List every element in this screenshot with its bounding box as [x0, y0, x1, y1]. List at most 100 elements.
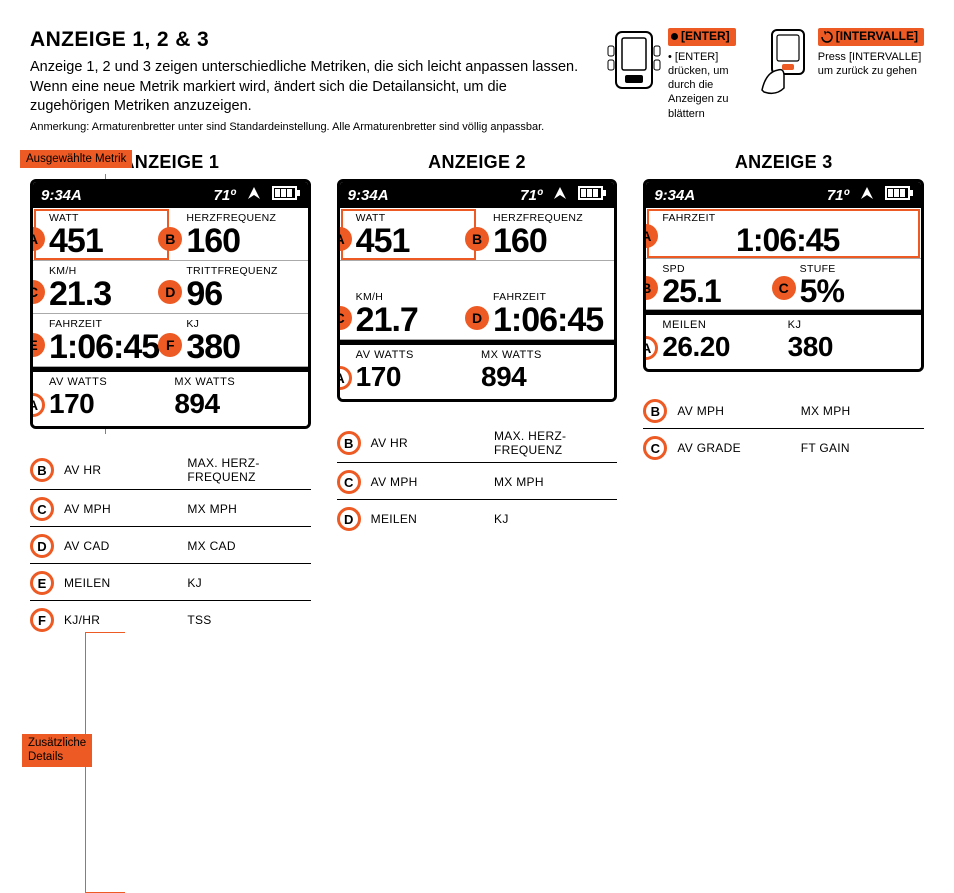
heading-icon: [552, 185, 568, 205]
metric-value: 380: [186, 330, 299, 364]
description: Anzeige 1, 2 und 3 zeigen unterschiedlic…: [30, 58, 590, 117]
device-frame: 9:34A 71º A FAHRZEIT 1:06:45 B SPD 25.1 …: [643, 179, 924, 372]
column-title: ANZEIGE 2: [337, 152, 618, 173]
metric-cell: B SPD 25.1: [646, 259, 783, 310]
device-frame: 9:34A 71º A WATT 451 B HERZFREQUENZ 160 …: [30, 179, 311, 429]
battery-icon: [578, 186, 606, 204]
summary-row: A AV WATTS170 MX WATTS894: [340, 340, 615, 399]
metric-cell: E FAHRZEIT 1:06:45: [33, 314, 170, 367]
detail-list: B AV HR MAX. HERZ- FREQUENZ C AV MPH MX …: [337, 422, 618, 536]
metric-cell: C KM/H 21.3: [33, 261, 170, 314]
metric-value: 1:06:45: [49, 330, 162, 364]
detail-col-1: AV CAD: [64, 539, 187, 553]
device-icon: [606, 28, 662, 102]
detail-badge-C: C: [643, 436, 667, 460]
intervalle-text: [INTERVALLE] Press [INTERVALLE] um zurüc…: [818, 28, 924, 78]
detail-col-1: KJ/HR: [64, 613, 187, 627]
metric-value: 25.1: [662, 275, 775, 307]
metric-cell: C KM/H 21.7: [340, 287, 477, 340]
summary-row: A AV WATTS170 MX WATTS894: [33, 367, 308, 426]
enter-button-label: [ENTER]: [668, 28, 736, 46]
detail-col-1: AV HR: [64, 463, 187, 477]
metric-value: 1:06:45: [493, 303, 606, 337]
status-temp: 71º: [827, 187, 849, 204]
detail-col-1: AV MPH: [677, 404, 800, 418]
detail-col-1: AV MPH: [371, 475, 494, 489]
summary-value: 170: [356, 361, 481, 393]
detail-col-2: MAX. HERZ- FREQUENZ: [494, 429, 617, 457]
detail-col-2: MX CAD: [187, 539, 310, 553]
heading-icon: [246, 185, 262, 205]
status-time: 9:34A: [348, 187, 389, 204]
letter-badge-B: B: [158, 227, 182, 251]
summary-badge-A: A: [337, 366, 352, 390]
summary-label: AV WATTS: [49, 376, 174, 388]
metric-cell-big: A FAHRZEIT 1:06:45: [646, 208, 921, 259]
status-temp: 71º: [214, 187, 236, 204]
summary-value: 380: [788, 331, 913, 363]
detail-col-1: AV GRADE: [677, 441, 800, 455]
summary-label: AV WATTS: [356, 349, 481, 361]
metric-value: 160: [493, 224, 606, 258]
column-anzeige-1: ANZEIGE 1 9:34A 71º A WATT 451 B HERZFRE…: [30, 152, 311, 637]
detail-row: C AV GRADE FT GAIN: [643, 429, 924, 465]
detail-row: D MEILEN KJ: [337, 500, 618, 536]
detail-row: B AV HR MAX. HERZ- FREQUENZ: [337, 422, 618, 463]
detail-col-1: AV MPH: [64, 502, 187, 516]
battery-icon: [885, 186, 913, 204]
detail-row: E MEILEN KJ: [30, 564, 311, 601]
summary-badge-A: A: [643, 336, 658, 360]
detail-row: C AV MPH MX MPH: [337, 463, 618, 500]
detail-row: B AV HR MAX. HERZ- FREQUENZ: [30, 449, 311, 490]
letter-badge-B: B: [465, 227, 489, 251]
summary-label: MX WATTS: [174, 376, 299, 388]
metric-value: 21.3: [49, 277, 162, 311]
detail-badge-B: B: [337, 431, 361, 455]
detail-col-2: MX MPH: [801, 404, 924, 418]
letter-badge-B: B: [643, 276, 658, 300]
metric-cell: D TRITTFREQUENZ 96: [170, 261, 307, 314]
metric-cell: D FAHRZEIT 1:06:45: [477, 287, 614, 340]
detail-col-2: TSS: [187, 613, 310, 627]
summary-label: KJ: [788, 319, 913, 331]
letter-badge-A: A: [30, 227, 45, 251]
detail-badge-B: B: [643, 399, 667, 423]
detail-col-1: AV HR: [371, 436, 494, 450]
column-title: ANZEIGE 3: [643, 152, 924, 173]
detail-col-2: FT GAIN: [801, 441, 924, 455]
detail-row: C AV MPH MX MPH: [30, 490, 311, 527]
summary-badge-A: A: [30, 393, 45, 417]
summary-value: 894: [481, 361, 606, 393]
loop-icon: [821, 31, 833, 43]
summary-value: 26.20: [662, 331, 787, 363]
metric-value: 451: [356, 224, 469, 258]
letter-badge-A: A: [337, 227, 352, 251]
intervalle-button-label: [INTERVALLE]: [818, 28, 924, 46]
intervalle-instruction: [INTERVALLE] Press [INTERVALLE] um zurüc…: [756, 28, 924, 134]
detail-badge-E: E: [30, 571, 54, 595]
letter-badge-C: C: [337, 306, 352, 330]
selected-metric-badge: Ausgewählte Metrik: [20, 150, 132, 168]
column-anzeige-3: ANZEIGE 3 9:34A 71º A FAHRZEIT 1:06:45 B…: [643, 152, 924, 637]
metric-value: 160: [186, 224, 299, 258]
metric-cell: C STUFE 5%: [784, 259, 921, 310]
dot-icon: [671, 33, 678, 40]
status-bar: 9:34A 71º: [646, 182, 921, 208]
status-bar: 9:34A 71º: [33, 182, 308, 208]
battery-icon: [272, 186, 300, 204]
metric-cell: B HERZFREQUENZ 160: [170, 208, 307, 261]
letter-badge-D: D: [465, 306, 489, 330]
detail-list: B AV MPH MX MPH C AV GRADE FT GAIN: [643, 392, 924, 465]
extra-details-badge: Zusätzliche Details: [22, 734, 92, 766]
metric-value: 451: [49, 224, 162, 258]
detail-col-1: MEILEN: [64, 576, 187, 590]
note: Anmerkung: Armaturenbretter unter sind S…: [30, 121, 590, 135]
summary-value: 170: [49, 388, 174, 420]
detail-badge-C: C: [337, 470, 361, 494]
metric-cell: A WATT 451: [33, 208, 170, 261]
detail-badge-B: B: [30, 458, 54, 482]
letter-badge-F: F: [158, 333, 182, 357]
detail-col-2: MX MPH: [494, 475, 617, 489]
summary-label: MX WATTS: [481, 349, 606, 361]
description-column: ANZEIGE 1, 2 & 3 Anzeige 1, 2 und 3 zeig…: [30, 28, 590, 134]
